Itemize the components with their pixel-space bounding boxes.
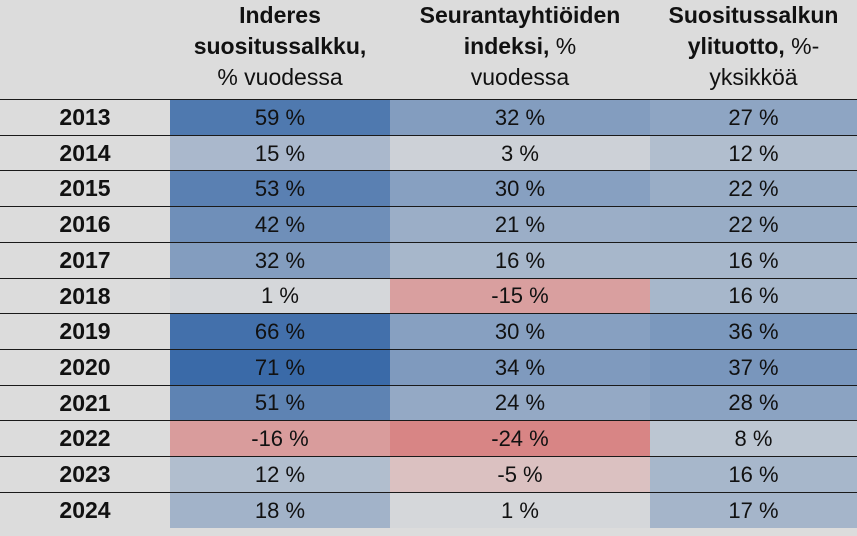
row-year-label: 2017 [59, 246, 111, 273]
column-header-2: Seurantayhtiöiden indeksi, % vuodessa [390, 0, 650, 99]
table-cell: 30 % [390, 171, 650, 208]
column-header-3-line-2-normal: %- [784, 33, 820, 59]
table-cell: 59 % [170, 100, 390, 136]
table-cell: 18 % [170, 492, 390, 529]
table-cell: 22 % [650, 171, 857, 208]
table-cell: 51 % [170, 385, 390, 422]
table-cell: 66 % [170, 314, 390, 350]
table-cell: 16 % [650, 278, 857, 315]
table-cell: 15 % [170, 135, 390, 172]
table-cell: 32 % [170, 242, 390, 279]
table-row: 2020 71 % 34 % 37 % [0, 348, 857, 386]
table-cell: 17 % [650, 492, 857, 529]
table-row: 2017 32 % 16 % 16 % [0, 241, 857, 279]
column-header-2-line-1: Seurantayhtiöiden [419, 2, 621, 28]
column-header-3-line-2-bold: ylituotto, [687, 33, 785, 59]
table-cell: 71 % [170, 349, 390, 386]
row-year-label: 2023 [59, 461, 111, 487]
table-cell: -5 % [390, 457, 650, 493]
row-year-label: 2018 [59, 282, 111, 309]
table-cell: -16 % [170, 421, 390, 457]
table-cell: 12 % [170, 457, 390, 493]
table-cell: 16 % [650, 242, 857, 279]
table-cell: 3 % [390, 135, 650, 172]
table-cell: 16 % [390, 242, 650, 279]
table-cell: 37 % [650, 349, 857, 386]
table-row: 2015 53 % 30 % 22 % [0, 170, 857, 208]
column-header-1-line-1: Inderes [239, 2, 321, 28]
table-cell: 12 % [650, 135, 857, 172]
column-header-2-line-2: indeksi, % [464, 31, 577, 62]
column-header-1: Inderes suositussalkku, % vuodessa [170, 0, 390, 99]
column-header-3-line-2: ylituotto, %- [688, 31, 820, 62]
column-header-3: Suositussalkun ylituotto, %- yksikköä [650, 0, 857, 99]
table-cell: 28 % [650, 385, 857, 422]
table-cell: 36 % [650, 314, 857, 350]
table-cell: -24 % [390, 421, 650, 457]
table-row: 2014 15 % 3 % 12 % [0, 134, 857, 172]
table-cell: 53 % [170, 171, 390, 208]
table-cell: 24 % [390, 385, 650, 422]
row-year-label: 2014 [59, 139, 111, 166]
table-row: 2023 12 % -5 % 16 % [0, 456, 857, 493]
column-header-3-line-3: yksikköä [709, 64, 798, 90]
table-row: 2019 66 % 30 % 36 % [0, 313, 857, 350]
column-header-3-line-1: Suositussalkun [668, 2, 839, 28]
column-header-2-line-2-normal: % [549, 33, 577, 59]
table-cell: 16 % [650, 457, 857, 493]
column-header-2-line-2-bold: indeksi, [463, 33, 550, 59]
column-header-1-line-3: % vuodessa [217, 64, 343, 90]
table-row: 2024 18 % 1 % 17 % [0, 491, 857, 529]
table-cell: 8 % [650, 421, 857, 457]
table-cell: 34 % [390, 349, 650, 386]
table-row: 2013 59 % 32 % 27 % [0, 99, 857, 136]
table-row: 2021 51 % 24 % 28 % [0, 384, 857, 422]
table-cell: 27 % [650, 100, 857, 136]
row-year-label: 2016 [59, 211, 111, 238]
table-row: 2016 42 % 21 % 22 % [0, 206, 857, 243]
table-row: 2022 -16 % -24 % 8 % [0, 420, 857, 457]
table-cell: 1 % [170, 278, 390, 315]
row-year-label: 2022 [59, 425, 111, 452]
table-cell: 30 % [390, 314, 650, 350]
row-year-label: 2024 [59, 496, 111, 523]
column-header-2-line-3: vuodessa [470, 64, 570, 90]
column-header-1-line-2: suositussalkku, [193, 33, 367, 59]
table-cell: -15 % [390, 278, 650, 315]
table-cell: 32 % [390, 100, 650, 136]
table-row: 2018 1 % -15 % 16 % [0, 277, 857, 315]
row-year-label: 2013 [59, 104, 111, 130]
table-cell: 1 % [390, 492, 650, 529]
table-cell: 22 % [650, 207, 857, 243]
table-cell: 21 % [390, 207, 650, 243]
row-year-label: 2020 [59, 353, 111, 380]
table-cell: 42 % [170, 207, 390, 243]
row-year-label: 2015 [59, 175, 111, 202]
row-year-label: 2021 [59, 389, 111, 416]
row-year-label: 2019 [59, 318, 111, 345]
